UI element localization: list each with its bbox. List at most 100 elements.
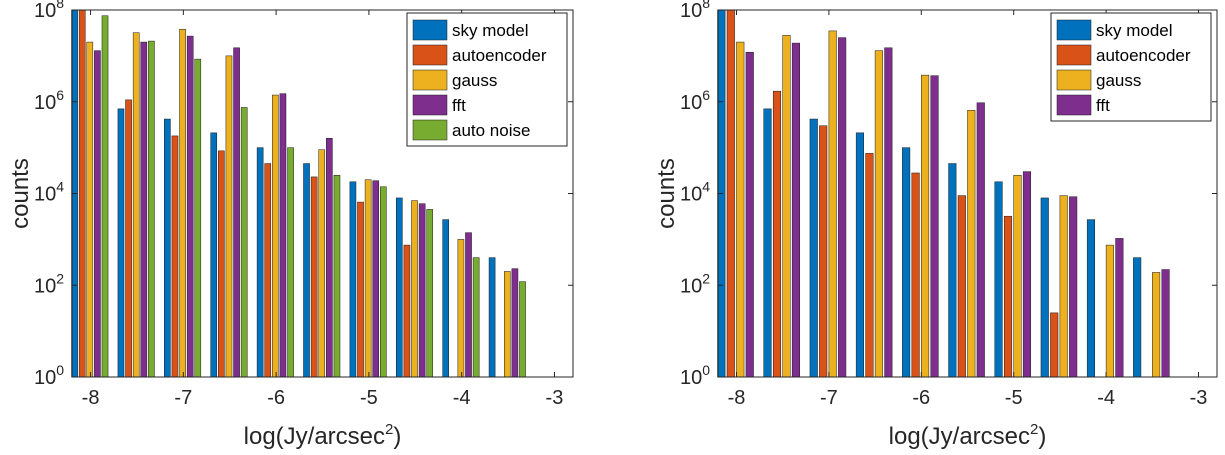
bar-auto-noise-2 xyxy=(194,58,202,378)
bar-fft-6 xyxy=(372,180,380,378)
bar-autoencoder-7 xyxy=(403,244,411,378)
x-tick-label: -7 xyxy=(174,387,192,409)
legend-swatch-sky-model xyxy=(412,19,448,41)
x-tick-label: -4 xyxy=(1097,387,1115,409)
bar-fft-8 xyxy=(465,232,472,378)
bar-gauss-0 xyxy=(86,41,94,378)
bars xyxy=(717,9,1170,378)
legend-swatch-fft xyxy=(412,94,448,116)
bar-fft-5 xyxy=(976,102,985,378)
bar-gauss-2 xyxy=(179,29,186,378)
bar-fft-3 xyxy=(884,47,893,378)
bar-autoencoder-6 xyxy=(357,201,364,378)
bar-autoencoder-2 xyxy=(819,125,828,378)
bar-gauss-1 xyxy=(782,35,791,378)
bar-autoencoder-1 xyxy=(125,99,132,378)
x-tick-label: -4 xyxy=(453,387,471,409)
bar-sky-model-1 xyxy=(763,108,772,378)
bar-fft-1 xyxy=(791,42,800,378)
bar-auto-noise-9 xyxy=(519,281,526,378)
bar-gauss-4 xyxy=(921,74,930,378)
bar-fft-0 xyxy=(745,51,754,378)
left-chart-panel: -8 -7 -6 -5 -4 -3 100 102 104 106 108 log(Jy/arcsec… xyxy=(7,0,574,450)
bar-fft-7 xyxy=(1069,196,1078,378)
bar-auto-noise-3 xyxy=(240,107,248,378)
legend-label-autoencoder: autoencoder xyxy=(1096,46,1191,65)
bar-fft-0 xyxy=(94,50,101,378)
bar-gauss-4 xyxy=(272,94,279,378)
bar-gauss-6 xyxy=(1013,174,1022,378)
bar-fft-1 xyxy=(140,41,148,378)
bar-sky-model-8 xyxy=(1086,219,1096,378)
bar-fft-2 xyxy=(838,37,847,378)
bar-sky-model-8 xyxy=(442,219,449,378)
bar-sky-model-7 xyxy=(396,197,403,378)
bar-fft-9 xyxy=(1161,269,1170,378)
bar-autoencoder-4 xyxy=(264,163,272,378)
bar-autoencoder-6 xyxy=(1003,215,1013,378)
bar-sky-model-5 xyxy=(303,163,310,378)
bar-auto-noise-8 xyxy=(472,257,480,378)
bar-autoencoder-3 xyxy=(865,153,874,378)
bar-gauss-0 xyxy=(736,41,745,378)
bar-sky-model-5 xyxy=(948,163,957,378)
bar-auto-noise-0 xyxy=(101,15,109,378)
bar-gauss-5 xyxy=(318,149,326,378)
bar-autoencoder-4 xyxy=(911,172,920,378)
legend-swatch-gauss xyxy=(1056,69,1092,91)
legend-label-gauss: gauss xyxy=(452,71,497,90)
x-axis-label: log(Jy/arcsec2) xyxy=(889,421,1047,450)
bar-auto-noise-4 xyxy=(287,147,294,378)
bar-gauss-2 xyxy=(828,30,837,378)
y-tick-label: 102 xyxy=(680,270,710,297)
legend-label-gauss: gauss xyxy=(1096,71,1141,90)
bar-fft-4 xyxy=(930,75,939,378)
bar-autoencoder-2 xyxy=(171,135,179,378)
right-chart-panel: -8 -7 -6 -5 -4 -3 100 102 104 106 108 log(Jy/arcsec… xyxy=(653,0,1218,450)
legend-swatch-autoencoder xyxy=(412,44,448,66)
y-tick-label: 106 xyxy=(34,87,64,114)
x-tick-label: -3 xyxy=(1190,387,1208,409)
x-tick-label: -5 xyxy=(360,387,378,409)
x-tick-label: -5 xyxy=(1005,387,1023,409)
bars xyxy=(71,9,526,378)
bar-sky-model-1 xyxy=(117,108,125,378)
y-axis-label: counts xyxy=(7,158,34,229)
bar-sky-model-9 xyxy=(1133,257,1142,378)
bar-sky-model-2 xyxy=(164,118,171,378)
bar-sky-model-2 xyxy=(809,118,818,378)
x-tick-label: -6 xyxy=(267,387,285,409)
bar-gauss-3 xyxy=(225,55,233,378)
bar-gauss-8 xyxy=(1105,244,1114,378)
bar-fft-2 xyxy=(186,35,194,378)
bar-fft-8 xyxy=(1115,238,1124,378)
bar-sky-model-3 xyxy=(210,132,218,378)
bar-autoencoder-0 xyxy=(78,9,86,378)
legend-swatch-gauss xyxy=(412,69,448,91)
legend-swatch-autoencoder xyxy=(1056,44,1092,66)
legend: sky model autoencoder gauss fft xyxy=(1050,12,1212,122)
y-tick-label: 108 xyxy=(680,0,710,22)
bar-autoencoder-1 xyxy=(772,90,782,378)
bar-sky-model-9 xyxy=(488,257,496,378)
y-tick-label: 108 xyxy=(34,0,64,22)
bar-autoencoder-5 xyxy=(310,176,318,378)
bar-auto-noise-7 xyxy=(426,209,434,378)
bar-gauss-8 xyxy=(457,239,465,378)
bar-fft-5 xyxy=(326,138,333,378)
bar-autoencoder-0 xyxy=(726,9,735,378)
bar-sky-model-6 xyxy=(349,181,357,378)
legend-label-fft: fft xyxy=(452,96,466,115)
y-axis-label: counts xyxy=(653,158,680,229)
legend-swatch-fft xyxy=(1056,94,1092,116)
bar-gauss-5 xyxy=(967,110,976,378)
bar-sky-model-4 xyxy=(902,147,911,378)
bar-gauss-9 xyxy=(1152,272,1161,378)
x-tick-label: -6 xyxy=(912,387,930,409)
y-tick-label: 106 xyxy=(680,87,710,114)
bar-gauss-3 xyxy=(874,50,883,378)
bar-autoencoder-5 xyxy=(957,195,966,378)
legend-label-fft: fft xyxy=(1096,96,1110,115)
bar-auto-noise-1 xyxy=(148,40,155,378)
